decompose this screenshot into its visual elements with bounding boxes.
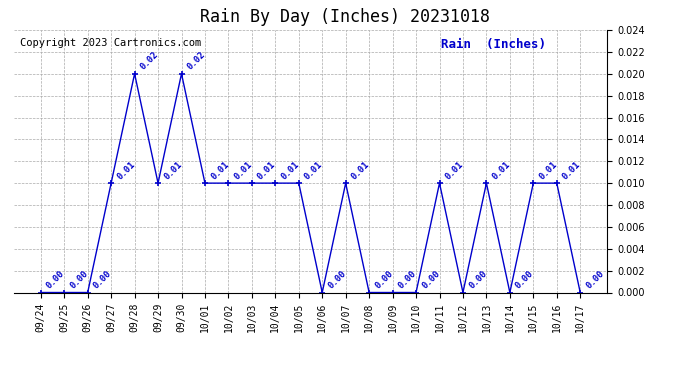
- Text: 0.00: 0.00: [467, 269, 489, 290]
- Text: 0.01: 0.01: [233, 159, 254, 181]
- Text: 0.00: 0.00: [373, 269, 395, 290]
- Text: 0.01: 0.01: [279, 159, 301, 181]
- Text: 0.01: 0.01: [162, 159, 184, 181]
- Text: 0.01: 0.01: [303, 159, 324, 181]
- Text: 0.01: 0.01: [350, 159, 371, 181]
- Text: 0.00: 0.00: [420, 269, 442, 290]
- Text: 0.00: 0.00: [514, 269, 535, 290]
- Text: 0.00: 0.00: [45, 269, 66, 290]
- Text: 0.00: 0.00: [584, 269, 606, 290]
- Text: 0.01: 0.01: [115, 159, 137, 181]
- Text: 0.00: 0.00: [326, 269, 348, 290]
- Text: Copyright 2023 Cartronics.com: Copyright 2023 Cartronics.com: [20, 38, 201, 48]
- Text: 0.02: 0.02: [139, 50, 160, 72]
- Text: Rain  (Inches): Rain (Inches): [441, 38, 546, 51]
- Text: 0.01: 0.01: [444, 159, 465, 181]
- Text: Rain By Day (Inches) 20231018: Rain By Day (Inches) 20231018: [200, 8, 490, 26]
- Text: 0.01: 0.01: [538, 159, 559, 181]
- Text: 0.01: 0.01: [491, 159, 512, 181]
- Text: 0.02: 0.02: [186, 50, 207, 72]
- Text: 0.01: 0.01: [256, 159, 277, 181]
- Text: 0.00: 0.00: [92, 269, 113, 290]
- Text: 0.01: 0.01: [209, 159, 230, 181]
- Text: 0.01: 0.01: [561, 159, 582, 181]
- Text: 0.00: 0.00: [397, 269, 418, 290]
- Text: 0.00: 0.00: [68, 269, 90, 290]
